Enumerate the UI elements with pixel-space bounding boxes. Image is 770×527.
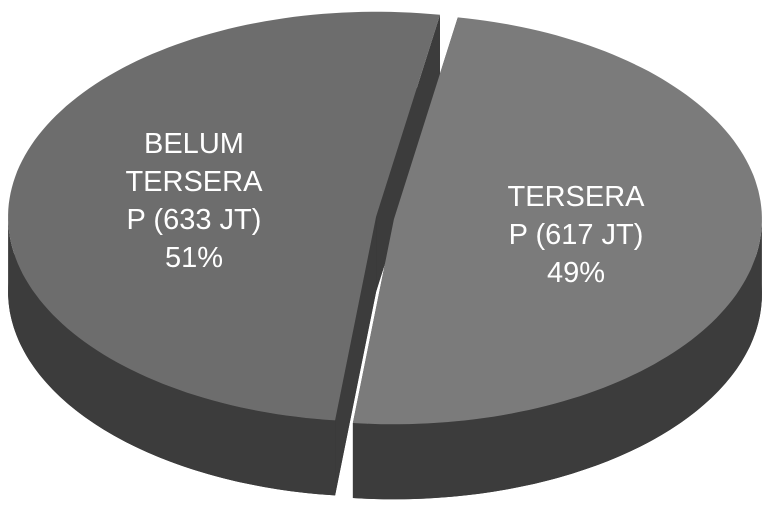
slice-wall (376, 14, 440, 292)
slice-side (352, 219, 762, 500)
slice-label: BELUM TERSERAP (633 JT) 51% (119, 125, 269, 277)
pie-slice (352, 17, 762, 425)
value-label: 51% (164, 241, 223, 274)
pie-slice (8, 11, 440, 421)
slice-wall (335, 216, 377, 496)
category: BELUM TERSERAP (633 JT) (125, 127, 263, 236)
category: TERSERAP (617 JT) (507, 181, 645, 252)
slice-side (8, 216, 336, 496)
slice-label: TERSERAP (617 JT) 49% (501, 178, 651, 292)
value-label: 49% (546, 257, 606, 290)
